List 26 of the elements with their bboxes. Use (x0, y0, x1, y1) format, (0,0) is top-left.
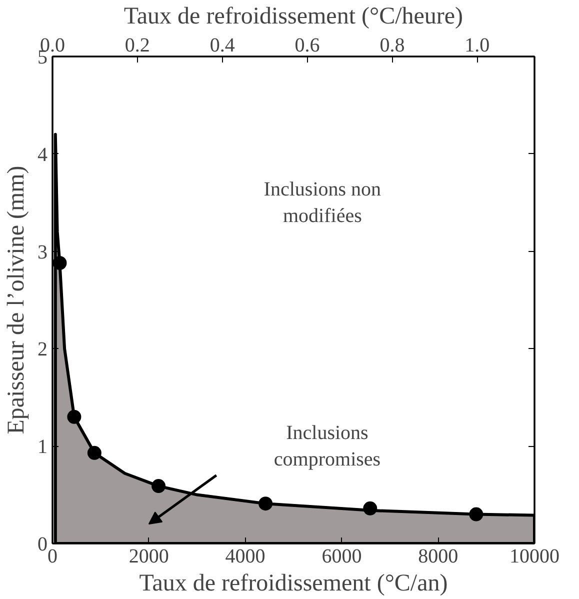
y-tick-label: 1 (38, 436, 48, 458)
x-tick-label: 6000 (322, 546, 362, 568)
x-tick-label: 10000 (510, 546, 560, 568)
point (67, 410, 82, 424)
annotation: Inclusions non modifiées (264, 178, 382, 227)
y-axis-title: Epaisseur de l’olivine (mm) (4, 166, 30, 434)
x-tick-label: 4000 (225, 546, 266, 568)
x2-tick-label: 0.4 (210, 34, 235, 56)
point (52, 256, 67, 270)
x2-tick-label: 1.0 (464, 34, 490, 56)
point (87, 446, 102, 460)
y-tick-label: 3 (38, 241, 48, 264)
x-axis-title: Taux de refroidissement (°C/an) (139, 570, 448, 596)
x2-tick-label: 0.6 (294, 34, 320, 56)
x-tick-label: 8000 (418, 546, 458, 568)
x-tick-label: 2000 (128, 546, 169, 568)
point (469, 507, 484, 522)
point (258, 496, 273, 511)
point (363, 501, 378, 516)
y-tick-label: 2 (38, 338, 48, 361)
point (152, 479, 166, 494)
x2-tick-label: 0.2 (124, 34, 150, 56)
y-tick-label: 4 (38, 144, 48, 166)
x2-tick-label: 0.8 (380, 34, 405, 56)
annotation: Inclusions compromises (274, 422, 381, 470)
x2-axis-title: Taux de refroidissement (°C/heure) (124, 4, 464, 30)
